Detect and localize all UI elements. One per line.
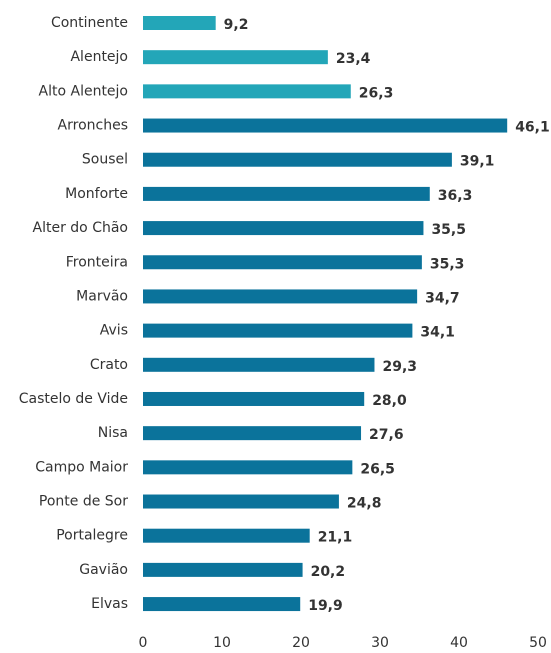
y-tick-label: Alter do Chão	[33, 220, 128, 236]
y-tick-label: Castelo de Vide	[19, 391, 128, 407]
x-tick-label: 0	[139, 635, 148, 651]
bar	[143, 391, 365, 406]
y-tick-label: Nisa	[98, 425, 128, 441]
data-label: 19,9	[308, 598, 343, 614]
data-label: 29,3	[382, 359, 417, 375]
bar	[143, 16, 216, 30]
bar	[143, 186, 430, 201]
data-label: 26,3	[359, 85, 394, 101]
bar	[143, 357, 375, 372]
data-label: 34,1	[420, 325, 455, 341]
bar	[143, 50, 328, 65]
x-tick-label: 10	[213, 635, 231, 651]
data-label: 46,1	[515, 120, 550, 136]
data-label: 39,1	[460, 154, 495, 170]
bar	[143, 255, 422, 270]
y-tick-label: Sousel	[82, 152, 128, 168]
y-tick-label: Campo Maior	[35, 459, 128, 475]
bar	[143, 289, 418, 304]
data-label: 35,3	[430, 256, 465, 272]
bar	[143, 118, 508, 133]
y-tick-label: Arronches	[58, 118, 128, 134]
data-label: 20,2	[311, 564, 346, 580]
bar	[143, 152, 452, 167]
x-tick-label: 20	[292, 635, 310, 651]
y-tick-label: Avis	[100, 323, 128, 339]
data-label: 24,8	[347, 496, 382, 512]
data-label: 27,6	[369, 427, 404, 443]
data-label: 35,5	[431, 222, 466, 238]
data-label: 26,5	[360, 461, 395, 477]
x-tick-label: 40	[450, 635, 468, 651]
bar	[143, 221, 424, 236]
y-tick-label: Monforte	[65, 186, 128, 202]
y-tick-label: Gavião	[79, 562, 128, 578]
y-tick-label: Marvão	[76, 288, 128, 304]
data-label: 36,3	[438, 188, 473, 204]
y-tick-label: Alentejo	[70, 49, 128, 65]
x-tick-label: 50	[529, 635, 547, 651]
bar	[143, 494, 339, 509]
y-tick-label: Continente	[51, 15, 128, 31]
bar	[143, 84, 351, 99]
y-tick-label: Fronteira	[66, 254, 128, 270]
data-label: 21,1	[318, 530, 353, 546]
y-tick-label: Portalegre	[56, 528, 128, 544]
bar	[143, 562, 303, 577]
bar	[143, 528, 310, 543]
data-label: 28,0	[372, 393, 407, 409]
y-tick-label: Alto Alentejo	[39, 83, 128, 99]
bar	[143, 323, 413, 338]
y-tick-label: Ponte de Sor	[39, 494, 128, 510]
y-tick-label: Crato	[90, 357, 128, 373]
x-tick-label: 30	[371, 635, 389, 651]
bar	[143, 597, 301, 612]
y-tick-label: Elvas	[91, 596, 128, 612]
data-label: 9,2	[224, 17, 249, 33]
bar	[143, 426, 362, 441]
data-label: 34,7	[425, 290, 460, 306]
bar	[143, 460, 353, 475]
data-label: 23,4	[336, 51, 371, 67]
